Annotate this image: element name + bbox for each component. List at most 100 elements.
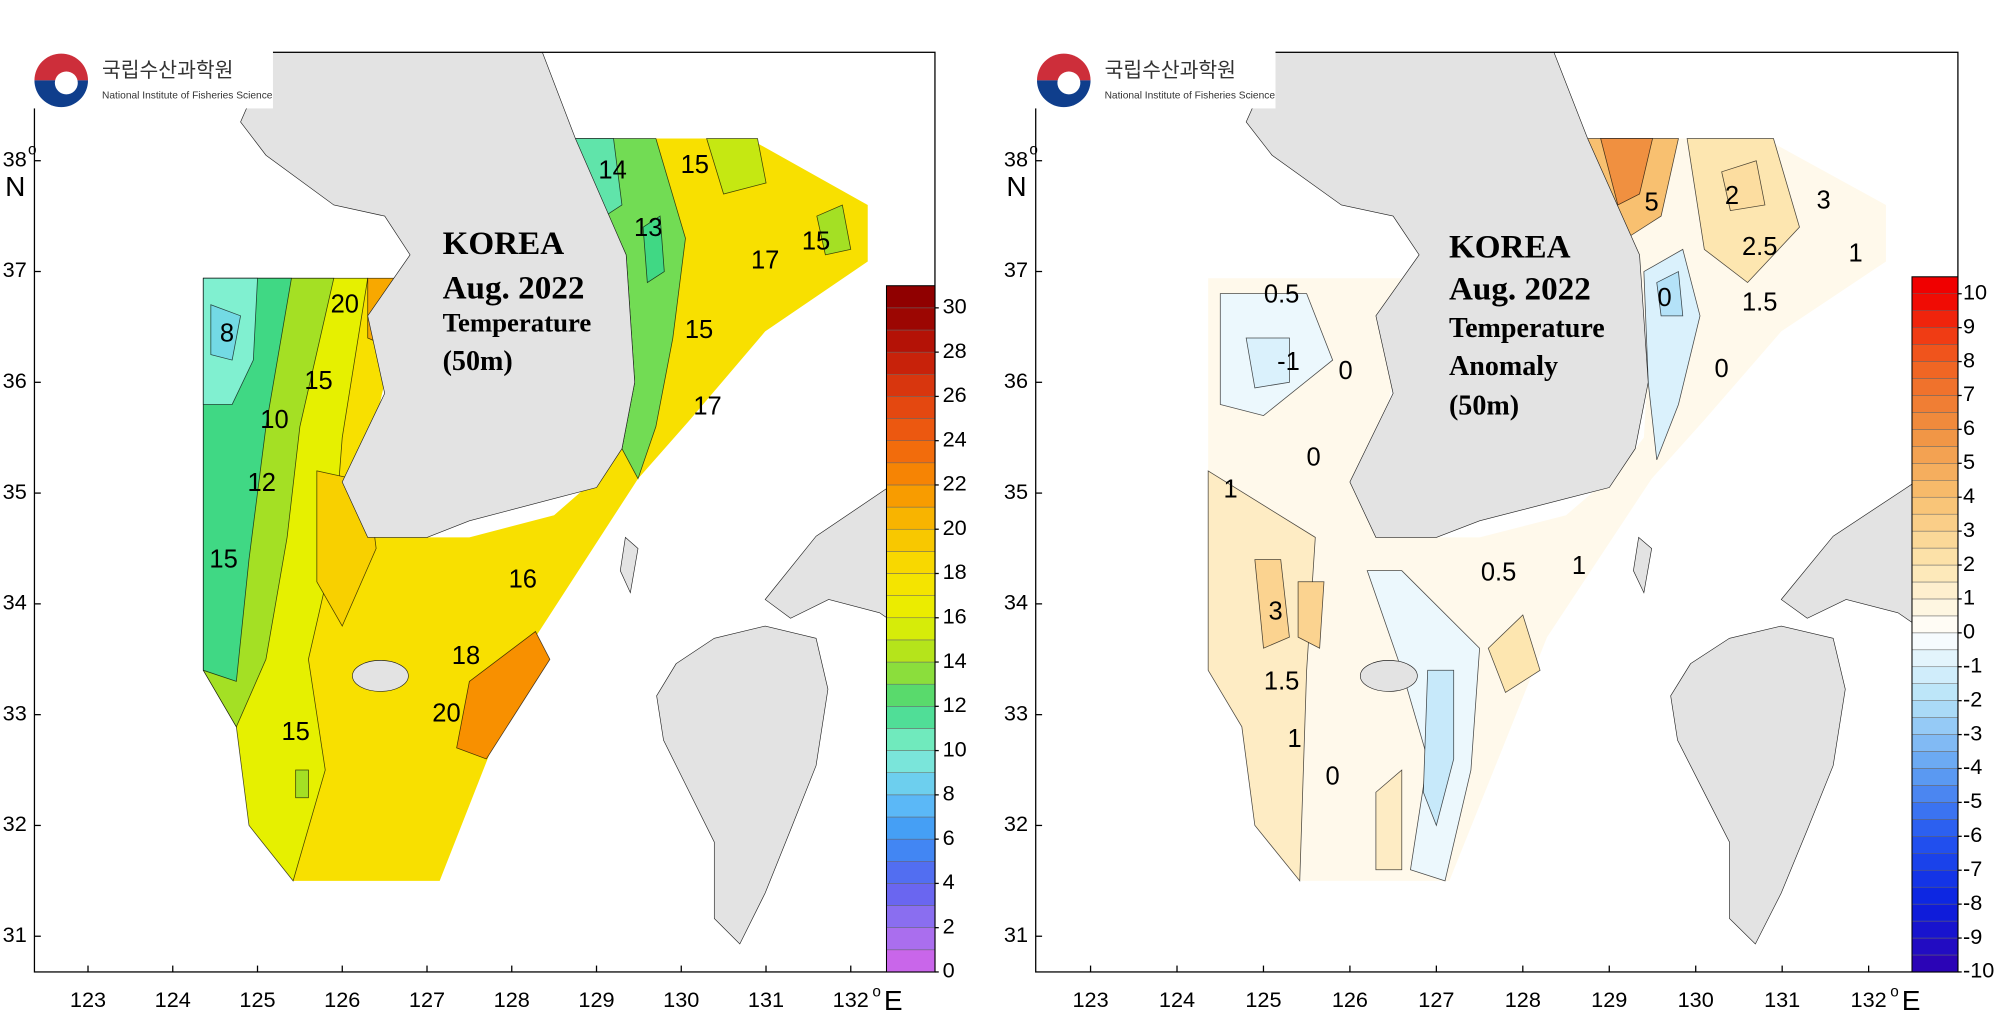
colorbar-bin <box>1911 937 1959 956</box>
colorbar-tick-label: 9 <box>1963 313 1975 338</box>
colorbar-bin <box>1911 836 1959 854</box>
logo-emblem <box>1036 53 1091 81</box>
logo-korean: 국립수산과학원 <box>102 59 233 82</box>
colorbar-bin <box>1911 463 1959 481</box>
contour-label: 13 <box>634 214 662 242</box>
field-patch <box>1686 138 1800 284</box>
colorbar-tick-label: -7 <box>1963 856 1982 881</box>
x-tick-label: 128 <box>1505 987 1541 1012</box>
field-patch <box>1366 570 1480 882</box>
logo-korean: 국립수산과학원 <box>1105 59 1236 82</box>
colorbar-bin <box>886 728 936 751</box>
colorbar-tick-label: -4 <box>1963 754 1982 779</box>
y-tick-label: 33 <box>3 700 27 725</box>
colorbar-bin <box>886 440 936 464</box>
colorbar-bin <box>886 484 936 508</box>
colorbar-bin <box>1911 429 1959 447</box>
y-tick-label: 32 <box>3 811 27 836</box>
contour-label: 15 <box>281 718 309 746</box>
colorbar-tick-label: -2 <box>1963 686 1982 711</box>
colorbar-frame <box>1911 276 1959 973</box>
map-title-line: Aug. 2022 <box>443 269 585 306</box>
colorbar-tick-label: 6 <box>1963 415 1975 440</box>
colorbar-bin <box>886 573 936 596</box>
colorbar-bin <box>1911 869 1959 888</box>
contour-label: 1.5 <box>1742 288 1777 316</box>
x-tick-label: 123 <box>70 987 106 1012</box>
colorbar-tick-label: 0 <box>1963 619 1975 644</box>
colorbar-bin <box>1911 378 1959 396</box>
x-tick-label: 125 <box>239 987 275 1012</box>
x-tick-label: 124 <box>155 987 191 1012</box>
y-tick-label: 36 <box>1004 368 1028 393</box>
lat-unit: N <box>5 171 25 202</box>
y-tick-label: 36 <box>3 368 27 393</box>
colorbar-bin <box>1911 632 1959 651</box>
x-tick-label: 132 <box>833 987 869 1012</box>
y-tick-label: 33 <box>1004 700 1028 725</box>
field-patch <box>210 304 241 361</box>
colorbar-bin <box>886 861 936 884</box>
colorbar-bin <box>1911 700 1959 718</box>
map-title-line: Anomaly <box>1449 351 1558 382</box>
colorbar-bin <box>886 551 936 574</box>
colorbar-bin <box>1911 310 1959 328</box>
map-title-line: Temperature <box>1449 313 1605 344</box>
map-title-line: (50m) <box>443 346 513 377</box>
contour-label: 0 <box>1307 443 1321 471</box>
x-tick-label: 130 <box>1678 987 1714 1012</box>
colorbar-bin <box>1911 395 1959 413</box>
map-title-line: Aug. 2022 <box>1449 271 1591 308</box>
field-patch <box>1600 138 1654 206</box>
colorbar-bin <box>886 418 936 441</box>
lat-degree: o <box>28 142 37 159</box>
contour-label: 0.5 <box>1264 281 1299 309</box>
colorbar-bin <box>1911 530 1959 549</box>
colorbar-tick-label: 18 <box>943 559 967 584</box>
y-tick-label: 37 <box>1004 257 1028 282</box>
colorbar-bin <box>1911 598 1959 617</box>
colorbar-bin <box>886 661 936 685</box>
lat-unit: N <box>1006 171 1026 202</box>
field-patch <box>1207 470 1316 882</box>
colorbar-bin <box>1911 361 1959 379</box>
colorbar-bin <box>1911 954 1959 973</box>
y-tick-label: 31 <box>3 922 27 947</box>
contour-label: 17 <box>751 246 779 274</box>
colorbar-tick-label: -3 <box>1963 720 1982 745</box>
colorbar-bin <box>1911 717 1959 735</box>
contour-label: 3 <box>1817 186 1831 214</box>
colorbar-bin <box>886 595 936 619</box>
colorbar-bin <box>886 639 936 663</box>
colorbar-bin <box>1911 683 1959 701</box>
logo-english: National Institute of Fisheries Science <box>102 90 273 101</box>
field-patch <box>816 204 852 256</box>
logo-emblem <box>34 53 89 81</box>
colorbar-bin <box>886 617 936 641</box>
colorbar-tick-label: 2 <box>1963 551 1975 576</box>
colorbar-bin <box>1911 276 1959 295</box>
colorbar-bin <box>886 351 936 375</box>
map-area: 14 15 13 17 15 15 17 20 15 10 12 15 16 18 20 8 15 <box>202 52 935 945</box>
contour-label: 15 <box>681 151 709 179</box>
contour-label: 15 <box>304 367 332 395</box>
field-patch <box>295 769 309 799</box>
colorbar-tick-label: -10 <box>1963 958 1994 983</box>
colorbar-bin <box>886 883 936 906</box>
colorbar-tick-label: 8 <box>943 781 955 806</box>
lon-degree: o <box>1890 983 1899 1000</box>
logo-emblem <box>1057 71 1081 95</box>
colorbar-bin <box>886 506 936 530</box>
x-tick-label: 125 <box>1245 987 1281 1012</box>
field-patch <box>1487 614 1541 694</box>
field-patch <box>1422 669 1455 827</box>
contour-label: 2 <box>1725 182 1739 210</box>
colorbar-bin <box>1911 666 1959 684</box>
contour-label: 15 <box>209 545 237 573</box>
contour-label: 0 <box>1715 355 1729 383</box>
colorbar-bin <box>886 794 936 818</box>
